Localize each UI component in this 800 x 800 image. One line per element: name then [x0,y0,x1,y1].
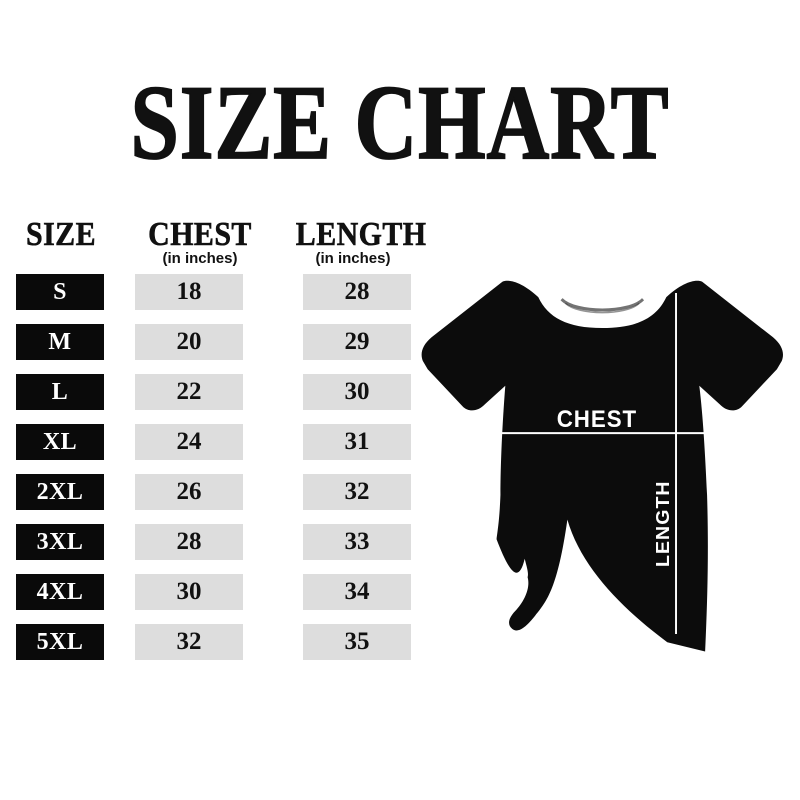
svg-text:LENGTH: LENGTH [654,480,674,567]
svg-text:CHEST: CHEST [557,405,637,432]
